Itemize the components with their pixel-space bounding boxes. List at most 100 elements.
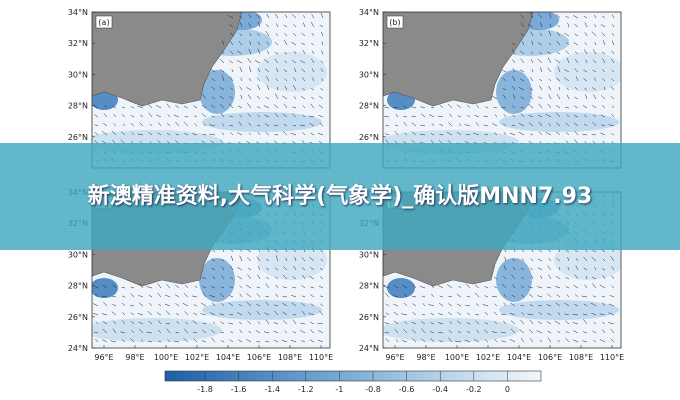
- wind-arrow: [219, 331, 225, 334]
- wind-arrow: [219, 58, 225, 64]
- wind-arrow: [585, 59, 588, 64]
- wind-arrow: [300, 95, 306, 100]
- wind-arrow: [611, 275, 615, 280]
- wind-arrow: [174, 340, 180, 343]
- wind-arrow: [310, 303, 315, 307]
- wind-arrow: [512, 266, 516, 271]
- wind-arrow: [502, 94, 507, 100]
- wind-arrow: [612, 24, 615, 28]
- wind-arrow: [566, 42, 570, 46]
- wind-arrow: [209, 124, 216, 127]
- wind-arrow: [384, 292, 390, 298]
- wind-arrow: [610, 256, 615, 262]
- wind-arrow: [256, 95, 261, 100]
- wind-arrow: [94, 105, 99, 109]
- wind-arrow: [155, 105, 162, 109]
- wind-arrow: [567, 266, 570, 271]
- wind-arrow: [265, 319, 270, 325]
- wind-arrow: [320, 12, 324, 19]
- wind-arrow: [257, 124, 261, 127]
- wind-arrow: [520, 338, 525, 343]
- wind-arrow: [611, 113, 615, 118]
- wind-arrow: [211, 104, 216, 109]
- wind-arrow: [608, 322, 615, 325]
- wind-arrow: [411, 295, 417, 298]
- wind-arrow: [247, 274, 252, 280]
- wind-arrow: [520, 78, 525, 82]
- wind-arrow: [594, 42, 597, 46]
- wind-arrow: [394, 284, 399, 289]
- wind-arrow: [610, 95, 615, 100]
- wind-arrow: [247, 320, 252, 325]
- wind-arrow: [183, 293, 189, 298]
- wind-arrow: [282, 286, 288, 289]
- wind-arrow: [303, 15, 306, 19]
- wind-arrow: [256, 106, 261, 109]
- wind-arrow: [185, 322, 189, 325]
- wind-arrow: [583, 256, 588, 262]
- wind-arrow: [466, 295, 471, 298]
- wind-arrow: [493, 276, 498, 280]
- wind-arrow: [317, 339, 324, 343]
- wind-arrow: [565, 337, 570, 343]
- lat-label: 30°N: [359, 250, 379, 259]
- wind-arrow: [520, 107, 525, 109]
- wind-arrow: [282, 95, 288, 100]
- wind-arrow: [95, 338, 99, 343]
- wind-arrow: [503, 293, 507, 298]
- wind-arrow: [238, 339, 243, 343]
- wind-arrow: [555, 112, 561, 118]
- wind-arrow: [457, 312, 462, 316]
- wind-arrow: [565, 276, 570, 280]
- wind-arrow: [265, 276, 270, 280]
- wind-arrow: [148, 104, 153, 109]
- wind-arrow: [148, 295, 153, 298]
- wind-arrow: [246, 293, 252, 298]
- wind-arrow: [130, 286, 135, 289]
- wind-arrow: [193, 304, 198, 307]
- shading: [202, 112, 322, 132]
- wind-arrow: [121, 339, 126, 343]
- wind-arrow: [438, 331, 444, 334]
- wind-arrow: [556, 31, 561, 37]
- wind-arrow: [493, 107, 498, 109]
- wind-arrow: [211, 78, 216, 82]
- wind-arrow: [554, 320, 561, 325]
- wind-arrow: [219, 293, 225, 298]
- wind-arrow: [566, 114, 570, 118]
- wind-arrow: [485, 106, 489, 109]
- wind-arrow: [572, 322, 579, 325]
- wind-arrow: [210, 329, 216, 334]
- lon-label: 96°E: [385, 353, 404, 362]
- wind-arrow: [157, 132, 162, 136]
- wind-arrow: [212, 276, 216, 280]
- shading: [554, 240, 621, 280]
- wind-arrow: [549, 13, 552, 19]
- wind-arrow: [276, 23, 279, 28]
- wind-arrow: [537, 286, 543, 289]
- wind-arrow: [538, 13, 543, 19]
- wind-arrow: [266, 13, 270, 19]
- wind-arrow: [194, 115, 198, 118]
- wind-arrow: [301, 32, 306, 37]
- wind-arrow: [564, 302, 570, 307]
- wind-arrow: [158, 340, 162, 343]
- wind-arrow: [292, 313, 297, 316]
- colorbar-label: -1.2: [298, 385, 314, 394]
- wind-arrow: [220, 321, 225, 325]
- wind-arrow: [175, 332, 180, 334]
- wind-arrow: [520, 58, 525, 64]
- wind-arrow: [601, 249, 606, 253]
- wind-arrow: [467, 104, 471, 109]
- wind-arrow: [484, 285, 489, 289]
- wind-arrow: [503, 132, 507, 136]
- wind-arrow: [574, 249, 579, 253]
- wind-arrow: [111, 130, 117, 136]
- wind-arrow: [229, 124, 234, 127]
- wind-arrow: [184, 311, 189, 316]
- wind-arrow: [166, 132, 171, 136]
- wind-arrow: [548, 78, 552, 82]
- wind-arrow: [556, 40, 561, 46]
- wind-arrow: [285, 257, 288, 262]
- wind-arrow: [148, 112, 153, 118]
